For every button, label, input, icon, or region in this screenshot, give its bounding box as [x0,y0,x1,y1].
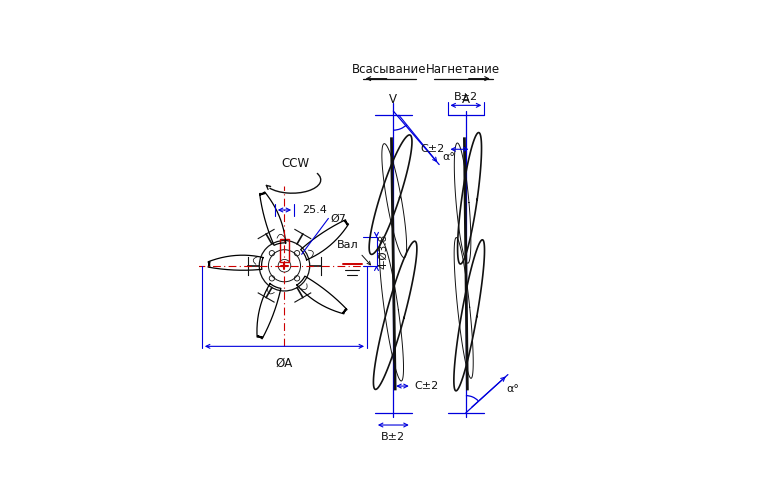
Text: CCW: CCW [282,157,310,170]
Text: A: A [462,93,470,106]
Text: α°: α° [442,152,455,162]
Text: C±2: C±2 [415,381,439,391]
Text: B±2: B±2 [454,92,478,102]
Text: Ø7: Ø7 [331,213,346,223]
Text: α°: α° [506,384,519,394]
Text: ØA: ØA [276,357,293,370]
Text: Вал: Вал [337,241,359,250]
Text: C±2: C±2 [420,144,445,154]
Text: 25.4: 25.4 [302,205,328,215]
Text: Всасывание: Всасывание [352,63,427,76]
Text: V: V [389,93,397,106]
Bar [280,240,289,262]
Text: 4-Ø3.8: 4-Ø3.8 [378,234,388,269]
Text: Нагнетание: Нагнетание [426,63,500,76]
Text: B±2: B±2 [382,432,405,442]
